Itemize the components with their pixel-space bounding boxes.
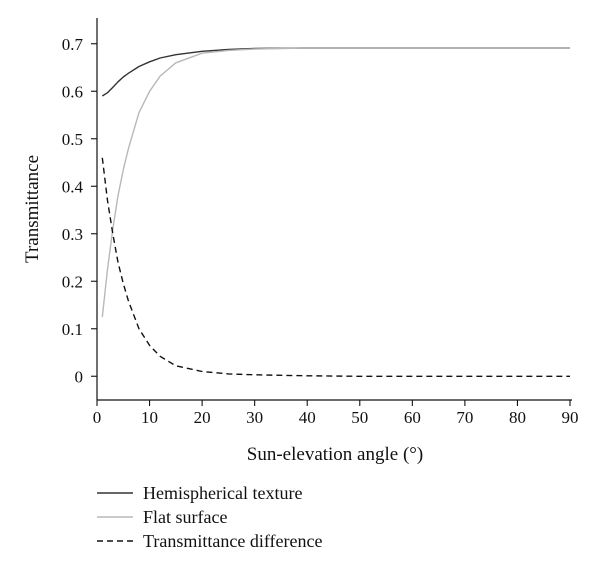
legend-label-transmittance-difference: Transmittance difference bbox=[143, 531, 322, 551]
x-tick-label: 70 bbox=[456, 408, 473, 427]
legend-label-flat-surface: Flat surface bbox=[143, 507, 227, 527]
y-tick-label: 0.7 bbox=[62, 35, 84, 54]
y-tick-label: 0.6 bbox=[62, 82, 83, 101]
x-tick-label: 40 bbox=[299, 408, 316, 427]
x-tick-label: 0 bbox=[93, 408, 102, 427]
y-tick-label: 0 bbox=[75, 367, 84, 386]
plot-area: 0 10 20 30 40 50 60 70 80 90 00.10.20.30.40.50.60… bbox=[62, 18, 579, 427]
series-layer bbox=[101, 47, 570, 377]
y-ticks: 0 0.1 0.2 0.3 0.4 0.5 0.6 0.7 bbox=[62, 35, 97, 386]
x-tick-label: 60 bbox=[404, 408, 421, 427]
y-axis-label: Transmittance bbox=[22, 155, 43, 263]
y-tick-label: 0.1 bbox=[62, 320, 83, 339]
x-ticks: 0 10 20 30 40 50 60 70 80 90 bbox=[93, 400, 579, 427]
legend-label-hemispherical-texture: Hemispherical texture bbox=[143, 483, 302, 503]
y-tick-label: 0.2 bbox=[62, 272, 83, 291]
legend: Hemispherical texture Flat surface Transmi… bbox=[97, 483, 322, 551]
series-line-transmittance-difference bbox=[101, 157, 570, 377]
x-axis-label: Sun-elevation angle (°) bbox=[247, 444, 423, 465]
x-tick-label: 80 bbox=[509, 408, 526, 427]
x-tick-label: 50 bbox=[351, 408, 368, 427]
y-tick-label: 0.4 bbox=[62, 177, 84, 196]
x-tick-label: 30 bbox=[246, 408, 263, 427]
y-tick-label: 0.3 bbox=[62, 225, 83, 244]
series-line-flat-surface bbox=[101, 47, 570, 317]
series-line-hemispherical-texture bbox=[101, 47, 570, 97]
x-tick-label: 90 bbox=[562, 408, 579, 427]
y-tick-label: 0.5 bbox=[62, 130, 83, 149]
x-tick-label: 20 bbox=[194, 408, 211, 427]
x-tick-label: 10 bbox=[141, 408, 158, 427]
